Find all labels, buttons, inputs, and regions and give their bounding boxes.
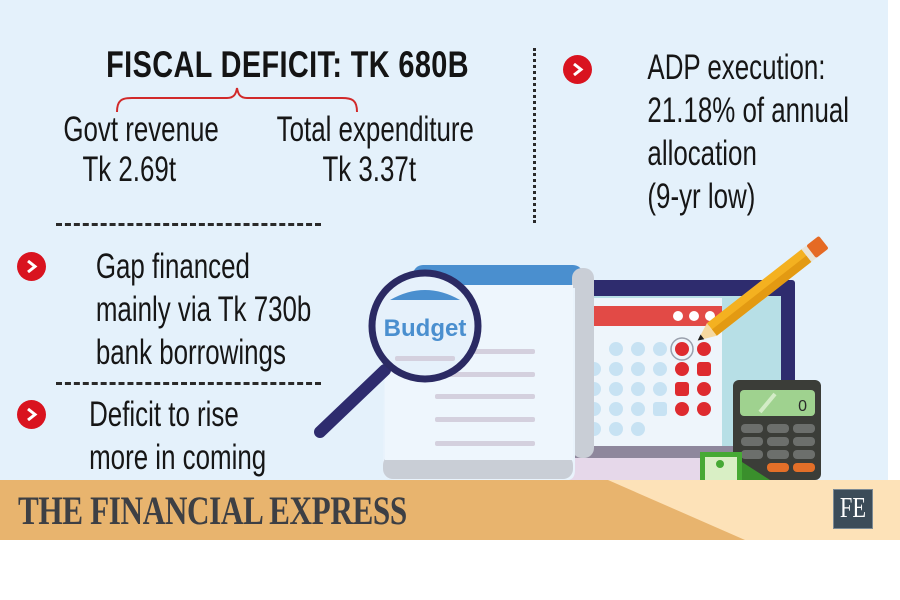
revenue-label: Govt revenue	[63, 110, 219, 149]
deficit-rise-text: Deficit to rise more in coming	[89, 395, 267, 477]
chevron-right-icon	[573, 63, 584, 76]
divider-vertical-dotted	[533, 48, 536, 223]
budget-illustration: Budget 0	[314, 236, 828, 480]
footer-banner	[0, 480, 900, 540]
revenue-value: Tk 2.69t	[82, 150, 177, 189]
chevron-right-icon	[27, 260, 38, 273]
expenditure-value: Tk 3.37t	[322, 150, 417, 189]
calendar-marked-dots	[675, 342, 711, 416]
bullet-icon	[17, 252, 46, 281]
divider-dashed	[56, 382, 321, 385]
bullet-icon	[563, 55, 592, 84]
cash-icon	[700, 452, 770, 480]
pencil-icon	[697, 236, 828, 341]
gap-financed-text: Gap financed mainly via Tk 730b bank bor…	[95, 247, 312, 372]
expenditure-label: Total expenditure	[276, 110, 474, 149]
fe-logo: FE	[833, 489, 873, 529]
publication-brand: THE FINANCIAL EXPRESS	[18, 488, 407, 533]
svg-text:0: 0	[798, 398, 807, 415]
magnifier-icon: Budget	[314, 269, 482, 438]
magnifier-label: Budget	[384, 315, 467, 342]
bullet-icon	[17, 400, 46, 429]
chevron-right-icon	[27, 408, 38, 421]
fiscal-deficit-heading: FISCAL DEFICIT: TK 680B	[106, 44, 469, 85]
calculator-icon: 0	[733, 380, 821, 480]
curly-bracket-icon	[116, 87, 358, 113]
adp-execution-text: ADP execution: 21.18% of annual allocati…	[647, 48, 850, 216]
divider-dashed	[56, 223, 321, 226]
